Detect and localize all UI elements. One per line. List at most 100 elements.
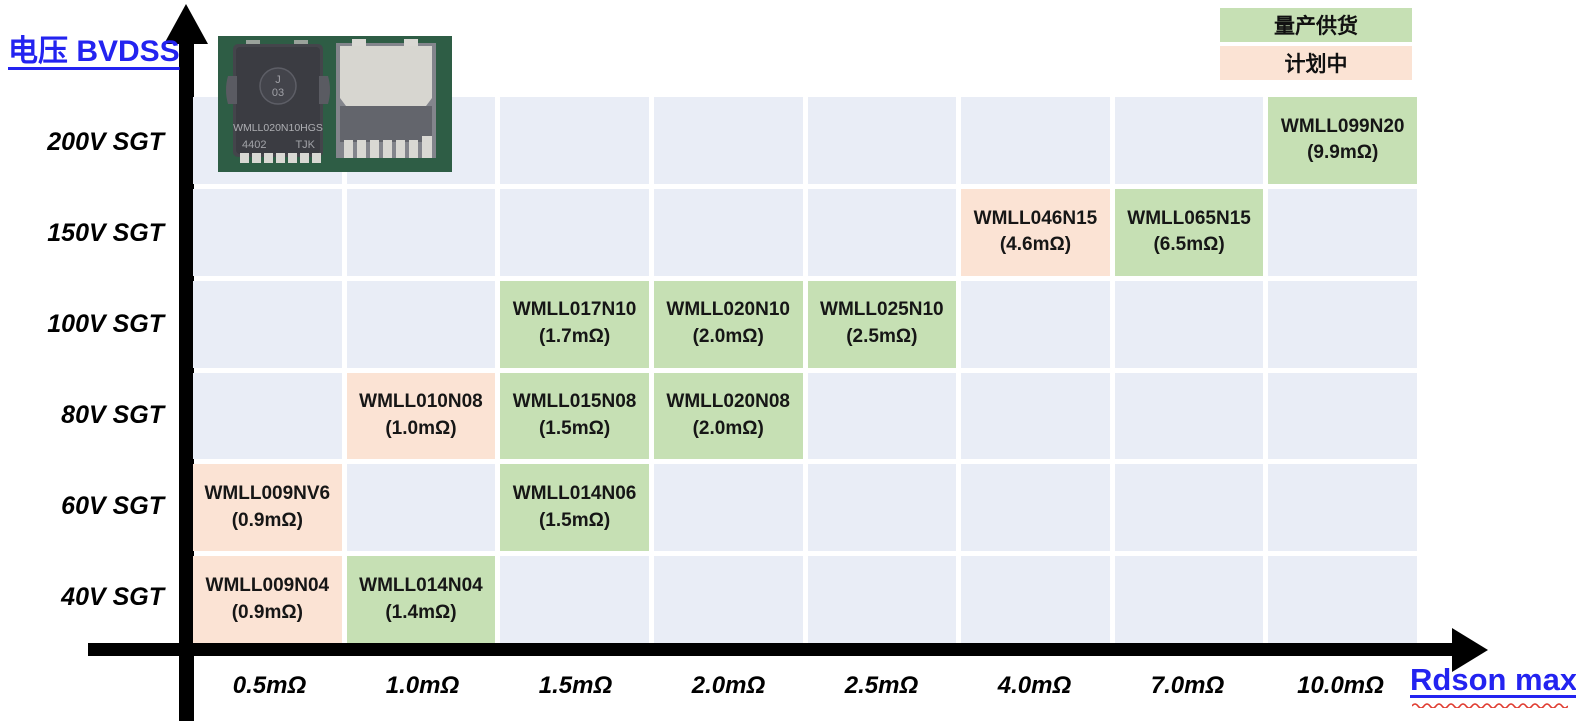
product-rdson: (0.9mΩ) (231, 509, 303, 531)
empty-cell (807, 188, 957, 276)
empty-cell (653, 556, 803, 643)
x-axis-title: Rdson max (1410, 662, 1576, 708)
laser-mark-line2: 03 (272, 87, 284, 99)
product-name: WMLL025N10 (820, 299, 944, 321)
legend-item-production: 量产供货 (1220, 8, 1412, 42)
product-cell: WMLL099N20 (9.9mΩ) (1268, 97, 1417, 184)
x-axis-tick-label: 2.0mΩ (691, 672, 766, 699)
product-cell: WMLL014N04 (1.4mΩ) (346, 556, 496, 643)
product-rdson: (1.5mΩ) (538, 509, 611, 531)
product-name: WMLL099N20 (1280, 115, 1405, 137)
x-axis-line (88, 643, 1456, 656)
package-photo: J 03 WMLL020N10HGS 4402 TJK (218, 36, 452, 172)
product-rdson: (4.6mΩ) (999, 234, 1072, 256)
product-name: WMLL017N10 (512, 299, 637, 321)
product-name: WMLL014N06 (512, 483, 637, 505)
empty-cell (961, 372, 1110, 460)
product-rdson: (1.5mΩ) (538, 417, 611, 439)
package-bottom-view (336, 39, 436, 158)
product-name: WMLL020N08 (666, 391, 790, 413)
product-name: WMLL009NV6 (204, 483, 331, 505)
empty-cell (500, 188, 649, 276)
empty-cell (1268, 372, 1417, 460)
y-axis-line (179, 36, 194, 721)
empty-cell (1268, 464, 1417, 552)
y-axis-labels: 200V SGT 150V SGT 100V SGT 80V SGT 60V SGT 40… (0, 97, 170, 643)
empty-cell (1114, 97, 1264, 184)
empty-cell (961, 556, 1110, 643)
product-cell: WMLL017N10 (1.7mΩ) (500, 280, 649, 368)
empty-cell (807, 372, 957, 460)
x-axis-tick-label: 4.0mΩ (997, 672, 1072, 699)
product-rdson: (1.7mΩ) (538, 326, 611, 348)
empty-cell (1114, 464, 1264, 552)
package-marking-lot: 4402 (242, 139, 266, 151)
y-axis-arrowhead-icon (164, 4, 208, 44)
product-rdson: (2.0mΩ) (692, 417, 764, 439)
product-cell: WMLL046N15 (4.6mΩ) (961, 188, 1110, 276)
product-rdson: (2.5mΩ) (846, 326, 918, 348)
product-rdson: (2.0mΩ) (692, 326, 764, 348)
empty-cell (961, 464, 1110, 552)
empty-cell (653, 188, 803, 276)
product-name: WMLL046N15 (973, 207, 1098, 229)
product-name: WMLL009N04 (205, 574, 330, 596)
y-axis-tick-label: 100V SGT (47, 310, 164, 338)
empty-cell (807, 556, 957, 643)
x-axis-tick-label: 1.5mΩ (538, 672, 613, 699)
product-rdson: (1.4mΩ) (385, 601, 457, 623)
product-name: WMLL065N15 (1127, 207, 1251, 229)
y-axis-tick-label: 150V SGT (47, 219, 164, 247)
empty-cell (500, 556, 649, 643)
x-axis-tick-label: 7.0mΩ (1150, 672, 1225, 699)
product-rdson: (1.0mΩ) (385, 417, 457, 439)
product-rdson: (6.5mΩ) (1153, 234, 1225, 256)
product-cell: WMLL065N15 (6.5mΩ) (1114, 188, 1264, 276)
empty-cell (807, 464, 957, 552)
product-name: WMLL014N04 (359, 574, 483, 596)
empty-cell (961, 280, 1110, 368)
x-axis-tick-label: 0.5mΩ (232, 672, 307, 699)
product-cell: WMLL025N10 (2.5mΩ) (807, 280, 957, 368)
empty-cell (1268, 556, 1417, 643)
y-axis-tick-label: 60V SGT (61, 492, 164, 520)
empty-cell (653, 97, 803, 184)
empty-cell (346, 280, 496, 368)
x-axis-tick-label: 2.5mΩ (844, 672, 919, 699)
empty-cell (1114, 556, 1264, 643)
product-cell: WMLL014N06 (1.5mΩ) (500, 464, 649, 552)
product-cell: WMLL009N04 (0.9mΩ) (193, 556, 342, 643)
product-name: WMLL020N10 (666, 299, 790, 321)
legend-item-planned: 计划中 (1220, 46, 1412, 80)
empty-cell (193, 188, 342, 276)
laser-mark-line1: J (275, 74, 281, 86)
legend-label-production: 量产供货 (1274, 15, 1358, 38)
product-cell: WMLL015N08 (1.5mΩ) (500, 372, 649, 460)
product-cell: WMLL020N10 (2.0mΩ) (653, 280, 803, 368)
package-marking-part: WMLL020N10HGS (233, 122, 323, 134)
product-cell: WMLL020N08 (2.0mΩ) (653, 372, 803, 460)
empty-cell (807, 97, 957, 184)
empty-cell (346, 464, 496, 552)
empty-cell (193, 372, 342, 460)
empty-cell (193, 280, 342, 368)
y-axis-tick-label: 80V SGT (61, 401, 164, 429)
product-rdson: (9.9mΩ) (1307, 142, 1379, 164)
grid: WMLL099N20 (9.9mΩ) WMLL046N15 (4.6mΩ) WMLL06… (193, 97, 1417, 643)
empty-cell (1114, 280, 1264, 368)
empty-cell (653, 464, 803, 552)
empty-cell (346, 188, 496, 276)
legend: 量产供货 计划中 (1220, 8, 1412, 84)
empty-cell (500, 97, 649, 184)
package-marking-code: TJK (295, 139, 315, 151)
spellcheck-squiggle-icon (1412, 703, 1568, 708)
x-axis-title-text: Rdson max (1410, 662, 1576, 697)
y-axis-tick-label: 40V SGT (61, 583, 164, 611)
empty-cell (1268, 188, 1417, 276)
legend-label-planned: 计划中 (1284, 53, 1348, 76)
x-axis-tick-label: 10.0mΩ (1297, 672, 1384, 699)
x-axis-tick-label: 1.0mΩ (385, 672, 460, 699)
product-rdson: (0.9mΩ) (231, 601, 303, 623)
product-cell: WMLL009NV6 (0.9mΩ) (193, 464, 342, 552)
product-cell: WMLL010N08 (1.0mΩ) (346, 372, 496, 460)
